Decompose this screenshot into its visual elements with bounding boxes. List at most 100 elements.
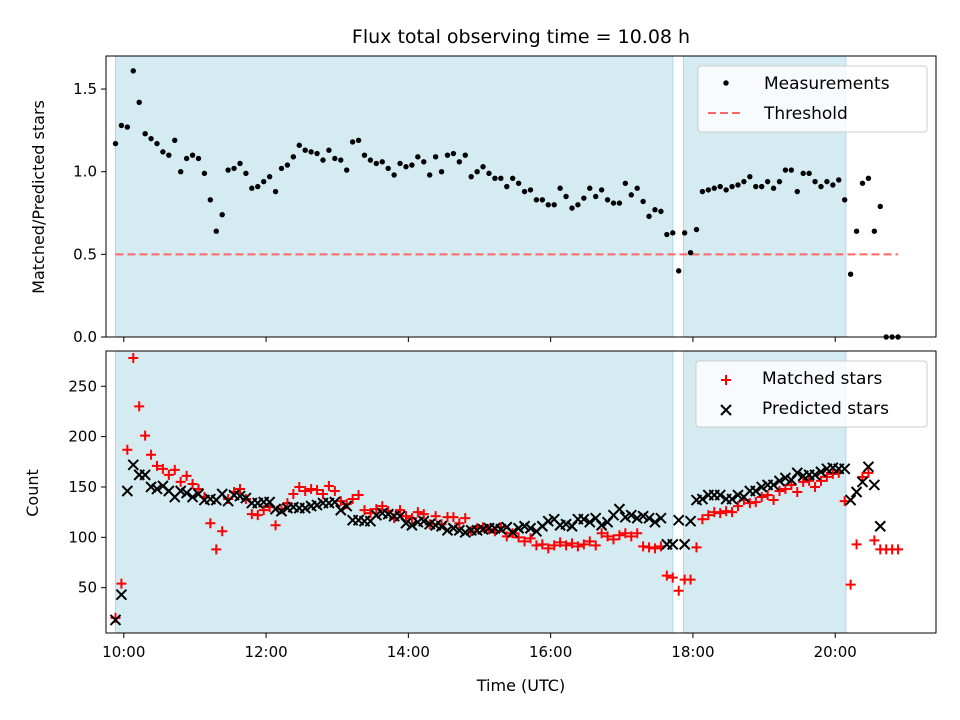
- bottom-panel: 50 100 150 200 250 10:00 12:00 14:00 16:00 18:00 2…: [68, 350, 937, 661]
- matched-star-point: [519, 536, 530, 547]
- top-y-tick-label: 0.0: [73, 328, 97, 346]
- matched-star-point: [412, 507, 423, 518]
- measurement-point: [355, 137, 362, 143]
- measurement-point: [759, 183, 765, 190]
- bottom-y-tick-label: 50: [78, 579, 97, 597]
- figure-title: Flux total observing time = 10.08 h: [352, 26, 690, 48]
- measurement-point: [717, 183, 723, 190]
- measurement-point: [480, 164, 486, 170]
- matched-star-point: [869, 535, 880, 546]
- predicted-star-point: [714, 489, 726, 501]
- measurement-point: [432, 154, 439, 160]
- matched-star-point: [673, 585, 684, 596]
- measurement-point: [711, 185, 717, 191]
- measurement-point: [693, 226, 700, 233]
- predicted-star-point: [767, 479, 780, 491]
- matched-star-point: [549, 540, 560, 551]
- matched-star-point: [584, 536, 595, 547]
- measurement-point: [326, 147, 332, 153]
- matched-star-point: [602, 531, 613, 542]
- measurement-point: [427, 172, 433, 178]
- measurement-point: [261, 178, 267, 185]
- matched-star-point: [335, 496, 346, 507]
- measurement-point: [782, 167, 789, 173]
- matched-star-point: [140, 430, 151, 441]
- predicted-star-point: [186, 491, 199, 503]
- predicted-star-point: [418, 515, 430, 527]
- matched-star-point: [815, 475, 826, 486]
- measurement-point: [569, 205, 575, 211]
- predicted-star-point: [406, 519, 418, 531]
- measurement-point: [314, 150, 320, 157]
- legend-label: Predicted stars: [762, 399, 889, 419]
- bottom-shaded-interval: [114, 350, 674, 634]
- matched-star-point: [774, 485, 785, 496]
- measurement-point: [320, 157, 326, 163]
- matched-star-point: [300, 485, 311, 496]
- matched-star-point: [252, 510, 263, 521]
- measurement-point: [616, 200, 623, 206]
- matched-star-point: [400, 511, 411, 522]
- measurement-point: [468, 173, 474, 180]
- matched-star-point: [762, 490, 773, 501]
- matched-star-point: [501, 531, 512, 542]
- measurement-point: [729, 183, 735, 190]
- measurement-point: [806, 170, 812, 177]
- matched-star-point: [839, 496, 850, 507]
- matched-star-point: [608, 534, 619, 545]
- predicted-star-point: [844, 494, 857, 506]
- predicted-star-point: [838, 463, 851, 475]
- measurement-point: [871, 228, 878, 234]
- matched-star-point: [786, 479, 797, 490]
- matched-star-point: [258, 505, 269, 516]
- measurement-point: [409, 162, 415, 168]
- measurement-point: [249, 185, 255, 191]
- x-axis-label: Time (UTC): [476, 676, 565, 695]
- predicted-star-point: [791, 467, 803, 479]
- measurement-point: [842, 197, 848, 203]
- measurement-point: [515, 180, 522, 186]
- matched-star-point: [193, 483, 204, 494]
- top-y-tick-label: 1.5: [73, 80, 97, 98]
- measurement-point: [646, 213, 652, 220]
- measurement-point: [189, 152, 196, 158]
- measurement-point: [681, 230, 688, 236]
- matched-star-point: [513, 532, 524, 543]
- matched-star-point: [626, 531, 637, 542]
- matched-star-point: [270, 520, 281, 531]
- measurement-point: [118, 122, 125, 129]
- measurement-point: [486, 170, 492, 177]
- measurement-point: [231, 165, 237, 172]
- measurement-point: [824, 178, 830, 185]
- measurement-point: [764, 178, 771, 185]
- predicted-star-point: [726, 493, 738, 505]
- matched-star-point: [804, 475, 815, 486]
- bottom-legend: [695, 360, 928, 428]
- measurement-point: [421, 159, 427, 165]
- top-axes-frame: [105, 55, 937, 338]
- predicted-star-point: [649, 516, 661, 528]
- matched-star-point: [134, 401, 145, 412]
- measurement-point: [195, 155, 202, 162]
- measurement-point: [166, 152, 172, 158]
- measurement-point: [687, 250, 694, 256]
- matched-star-point: [721, 506, 732, 517]
- measurement-point: [628, 192, 634, 198]
- x-tick-label: 10:00: [102, 643, 145, 661]
- predicted-star-point: [506, 526, 519, 538]
- predicted-star-point: [335, 504, 347, 516]
- measurement-point: [266, 173, 273, 180]
- legend-label: Matched stars: [762, 369, 882, 389]
- predicted-star-point: [684, 515, 697, 527]
- matched-star-point: [128, 353, 139, 364]
- x-tick-label: 16:00: [529, 643, 572, 661]
- matched-star-point: [821, 471, 832, 482]
- legend-label: Threshold: [763, 104, 848, 124]
- measurement-point: [450, 150, 457, 157]
- predicted-star-point: [625, 509, 637, 521]
- measurement-point: [272, 188, 279, 195]
- measurement-point: [877, 203, 883, 210]
- x-tick-label: 12:00: [244, 643, 287, 661]
- measurement-point: [747, 173, 753, 180]
